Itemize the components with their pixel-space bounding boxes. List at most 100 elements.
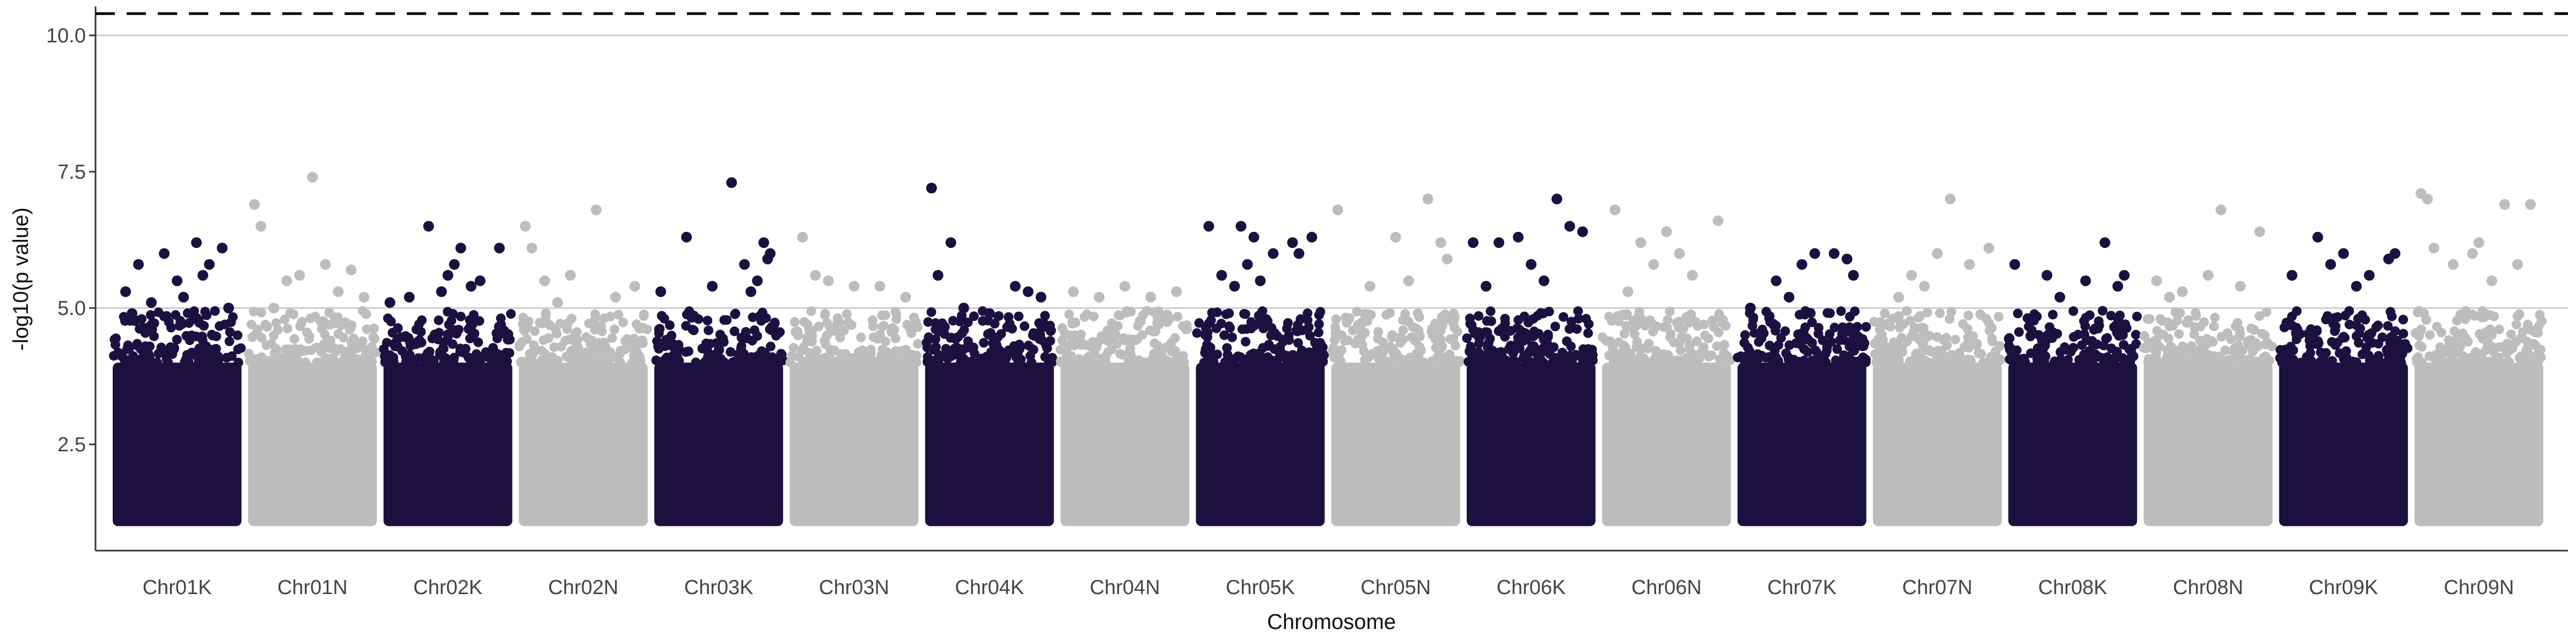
data-point (1392, 355, 1402, 365)
data-point (673, 356, 683, 366)
x-tick-label: Chr06K (1497, 576, 1566, 599)
chromosome-group-Chr01N (244, 172, 381, 526)
data-point (1139, 357, 1150, 368)
data-point (2195, 335, 2205, 346)
data-point (1364, 281, 1375, 292)
data-point (896, 349, 906, 360)
chromosome-group-Chr03N (785, 231, 923, 526)
data-point (2360, 314, 2370, 325)
data-point (252, 356, 262, 366)
data-point (1870, 339, 1880, 348)
y-tick-label: 2.5 (57, 434, 86, 456)
data-point (358, 291, 370, 303)
data-point (1222, 343, 1232, 353)
data-point (651, 355, 661, 365)
data-point (1850, 306, 1860, 317)
data-point (2151, 275, 2162, 287)
baseline-points-Chr08N (2143, 362, 2273, 526)
data-point (1783, 291, 1795, 303)
data-point (1289, 356, 1299, 367)
data-point (2461, 306, 2471, 316)
data-point (1348, 325, 1358, 335)
data-point (1543, 330, 1553, 340)
data-point (1893, 291, 1904, 303)
data-point (1770, 326, 1781, 336)
data-point (1906, 270, 1917, 281)
data-point (2287, 311, 2297, 321)
data-point (1040, 311, 1050, 321)
data-point (266, 339, 276, 349)
data-point (1780, 326, 1790, 336)
data-point (1513, 231, 1524, 243)
data-point (1431, 342, 1441, 353)
data-point (1709, 322, 1719, 332)
data-point (1494, 326, 1504, 336)
data-point (2229, 350, 2239, 360)
data-point (466, 326, 477, 336)
data-point (576, 348, 586, 358)
data-point (798, 357, 808, 368)
data-point (618, 317, 628, 327)
data-point (1609, 204, 1621, 216)
data-point (2119, 340, 2129, 350)
data-point (1919, 323, 1929, 333)
data-point (448, 339, 458, 349)
data-point (328, 357, 338, 367)
data-point (2167, 343, 2177, 354)
data-point (333, 286, 344, 297)
data-point (835, 318, 845, 328)
data-point (2445, 338, 2455, 348)
data-point (1931, 248, 1943, 259)
data-point (2522, 336, 2533, 347)
data-point (1107, 318, 1117, 328)
data-point (2494, 324, 2504, 334)
chromosome-group-Chr09N (2411, 188, 2547, 526)
x-tick-label: Chr09K (2309, 576, 2378, 599)
data-point (1486, 316, 1496, 326)
data-point (925, 355, 935, 365)
data-point (202, 310, 212, 320)
data-point (2425, 330, 2435, 340)
data-point (2363, 330, 2374, 340)
data-point (416, 327, 426, 337)
data-point (1153, 341, 1162, 351)
data-point (693, 314, 704, 324)
data-point (2332, 338, 2343, 348)
data-point (2313, 339, 2323, 349)
data-point (2357, 349, 2367, 360)
data-point (2162, 353, 2172, 363)
data-point (1468, 237, 1479, 248)
data-point (1886, 351, 1897, 361)
data-point (324, 343, 334, 353)
data-point (401, 357, 411, 368)
data-point (474, 316, 485, 326)
data-point (878, 350, 888, 360)
data-point (1450, 311, 1460, 321)
data-point (2026, 348, 2036, 358)
data-point (958, 353, 968, 363)
data-point (1488, 354, 1497, 364)
data-point (2080, 275, 2091, 287)
data-point (1861, 322, 1871, 332)
chromosome-group-Chr03K (651, 177, 788, 526)
data-point (667, 331, 677, 341)
data-point (1858, 341, 1869, 352)
data-point (206, 354, 216, 364)
data-point (775, 327, 785, 337)
data-point (1818, 353, 1828, 363)
data-point (1740, 330, 1750, 340)
data-point (349, 339, 359, 349)
data-point (985, 350, 995, 361)
data-point (159, 311, 169, 321)
data-point (1216, 270, 1227, 281)
data-point (1897, 343, 1907, 353)
data-point (2428, 243, 2440, 254)
data-point (1141, 306, 1152, 316)
chromosome-group-Chr04K (921, 182, 1058, 526)
data-point (182, 308, 193, 318)
data-point (1240, 309, 1250, 319)
data-point (1194, 318, 1204, 328)
data-point (473, 337, 484, 347)
data-point (1173, 312, 1183, 322)
data-point (602, 357, 612, 367)
